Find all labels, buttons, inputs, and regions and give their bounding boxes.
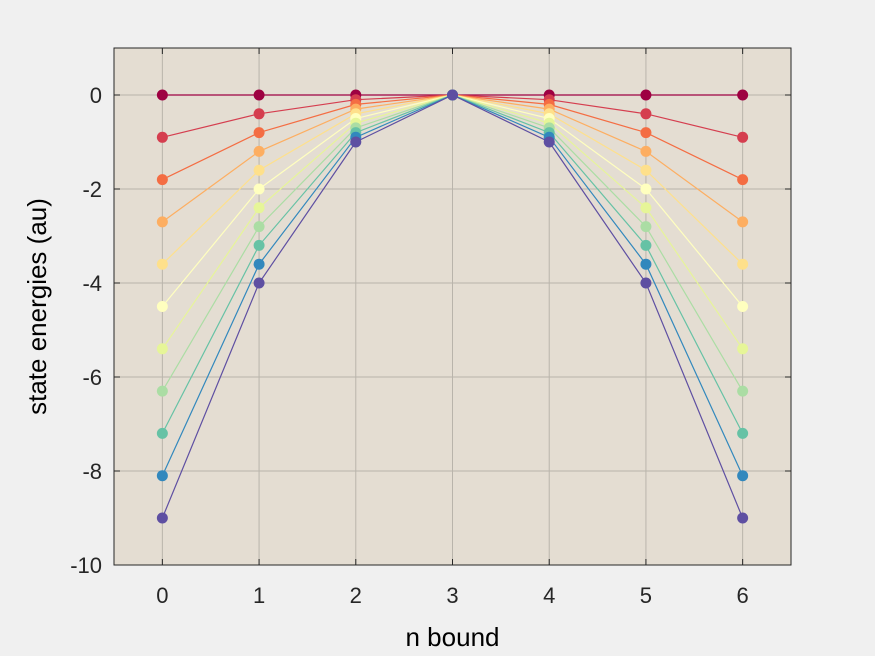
data-point [156, 470, 168, 482]
x-tick-label: 6 [737, 583, 749, 608]
data-point [640, 89, 652, 101]
data-point [253, 239, 265, 251]
data-point [737, 89, 749, 101]
x-axis-label: n bound [406, 622, 500, 652]
data-point [737, 343, 749, 355]
data-point [640, 277, 652, 289]
data-point [640, 258, 652, 270]
data-point [253, 127, 265, 139]
data-point [350, 136, 362, 148]
x-tick-label: 3 [446, 583, 458, 608]
data-point [737, 512, 749, 524]
y-tick-label: -2 [82, 177, 102, 202]
data-point [253, 277, 265, 289]
data-point [640, 127, 652, 139]
data-point [737, 258, 749, 270]
y-tick-label: -10 [70, 553, 102, 578]
data-point [253, 183, 265, 195]
y-tick-label: -4 [82, 271, 102, 296]
data-point [253, 108, 265, 120]
data-point [253, 221, 265, 233]
data-point [156, 385, 168, 397]
data-point [156, 89, 168, 101]
data-point [640, 239, 652, 251]
series-10 [156, 89, 749, 524]
data-point [447, 89, 458, 101]
data-point [640, 108, 652, 120]
data-point [156, 131, 168, 143]
data-point [156, 343, 168, 355]
data-point [737, 131, 749, 143]
data-point [737, 216, 749, 228]
data-point [640, 202, 652, 214]
data-point [640, 183, 652, 195]
x-tick-label: 2 [350, 583, 362, 608]
data-point [156, 216, 168, 228]
data-point [737, 174, 749, 186]
x-tick-label: 0 [156, 583, 168, 608]
data-point [737, 301, 749, 312]
data-point [737, 470, 749, 482]
data-point [156, 301, 168, 312]
data-point [640, 164, 652, 176]
y-ticks: -10 -8 -6 -4 -2 0 [70, 83, 791, 578]
data-point [253, 145, 265, 157]
data-point [253, 202, 265, 214]
data-point [253, 89, 265, 101]
data-point [737, 427, 749, 439]
x-tick-label: 1 [253, 583, 265, 608]
y-tick-label: -6 [82, 365, 102, 390]
y-axis-label: state energies (au) [22, 198, 52, 415]
y-tick-label: -8 [82, 459, 102, 484]
x-tick-label: 4 [543, 583, 555, 608]
data-point [253, 164, 265, 176]
data-point [156, 512, 168, 524]
data-point [156, 258, 168, 270]
x-ticks: 0 1 2 3 4 5 6 [156, 48, 749, 608]
data-point [737, 385, 749, 397]
data-point [640, 145, 652, 157]
series-layer [156, 89, 749, 524]
data-point [253, 258, 265, 270]
x-tick-label: 5 [640, 583, 652, 608]
data-point [156, 427, 168, 439]
data-point [640, 221, 652, 233]
data-point [156, 174, 168, 186]
y-tick-label: 0 [90, 83, 102, 108]
data-point [543, 136, 555, 148]
